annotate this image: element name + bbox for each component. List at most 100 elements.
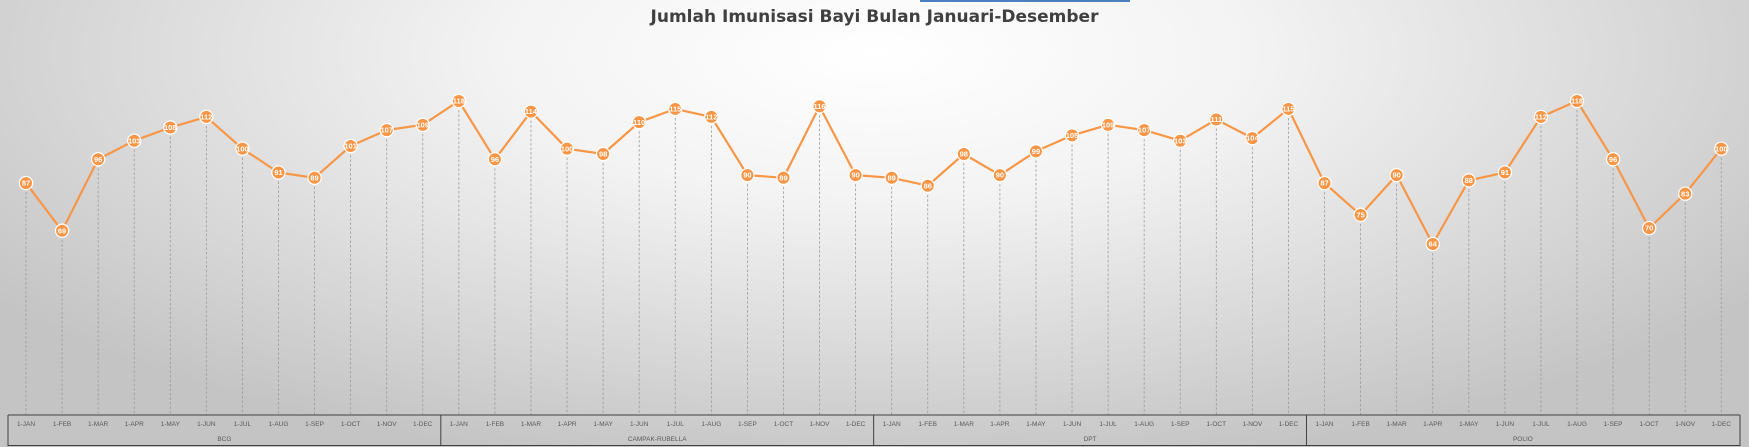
x-tick-label: 1-FEB <box>486 421 504 428</box>
x-tick-label: 1-MAR <box>521 421 542 428</box>
data-label: 98 <box>960 150 968 159</box>
data-point <box>1605 152 1621 167</box>
data-point <box>1678 186 1693 201</box>
data-point <box>1281 101 1296 117</box>
data-label: 96 <box>94 155 102 164</box>
data-point <box>379 122 394 138</box>
data-point <box>1353 207 1368 223</box>
x-tick-label: 1-OCT <box>1639 421 1659 428</box>
data-point <box>54 223 70 238</box>
x-tick-label: 1-SEP <box>305 421 324 428</box>
data-point <box>992 167 1008 183</box>
x-tick-label: 1-FEB <box>53 421 71 428</box>
group-label: BCG <box>217 436 231 443</box>
x-tick-label: 1-OCT <box>1207 421 1227 428</box>
data-point <box>1245 130 1260 146</box>
x-tick-label: 1-MAR <box>954 421 975 428</box>
data-point <box>704 109 719 125</box>
x-tick-label: 1-FEB <box>919 421 937 428</box>
x-tick-label: 1-JUL <box>1532 421 1550 428</box>
x-tick-label: 1-NOV <box>377 421 398 428</box>
data-label: 103 <box>1174 136 1187 145</box>
data-label: 116 <box>813 102 825 111</box>
x-tick-label: 1-JUN <box>1063 421 1082 428</box>
x-tick-label: 1-MAY <box>593 421 613 428</box>
x-tick-label: 1-MAY <box>1459 421 1479 428</box>
data-point <box>956 146 972 162</box>
data-point <box>90 152 106 167</box>
x-tick-label: 1-OCT <box>774 421 794 428</box>
data-label: 101 <box>344 142 357 151</box>
x-tick-label: 1-MAY <box>161 421 181 428</box>
data-point <box>884 170 899 185</box>
data-label: 70 <box>1645 224 1653 233</box>
x-tick-label: 1-SEP <box>738 421 757 428</box>
data-label: 86 <box>924 181 932 190</box>
data-label: 87 <box>1320 179 1328 188</box>
data-point <box>1173 133 1188 148</box>
x-tick-label: 1-AUG <box>1134 421 1154 428</box>
data-label: 89 <box>779 173 787 182</box>
data-point <box>1569 93 1585 109</box>
data-label: 112 <box>200 112 212 121</box>
x-tick-label: 1-APR <box>1423 421 1442 428</box>
x-tick-label: 1-JUL <box>234 421 252 428</box>
data-point <box>1461 173 1477 188</box>
data-point <box>668 101 683 117</box>
x-tick-label: 1-MAY <box>1026 421 1046 428</box>
x-tick-label: 1-JAN <box>1315 421 1333 428</box>
data-point <box>1533 109 1549 125</box>
data-label: 118 <box>453 97 465 106</box>
data-label: 111 <box>1210 115 1222 124</box>
x-tick-label: 1-JAN <box>450 421 468 428</box>
data-label: 115 <box>669 105 681 114</box>
data-label: 91 <box>274 168 282 177</box>
x-tick-label: 1-JUL <box>667 421 685 428</box>
data-point <box>1641 220 1657 236</box>
data-label: 107 <box>1138 126 1151 135</box>
data-point <box>1136 122 1152 138</box>
data-point <box>1317 175 1332 191</box>
data-label: 108 <box>164 123 177 132</box>
data-label: 96 <box>1609 155 1617 164</box>
x-tick-label: 1-NOV <box>1675 421 1696 428</box>
data-label: 104 <box>1246 134 1259 143</box>
data-label: 90 <box>743 171 751 180</box>
data-point <box>812 99 827 114</box>
data-point <box>848 167 863 183</box>
data-point <box>18 175 34 191</box>
data-point <box>163 120 178 135</box>
x-tick-label: 1-MAR <box>88 421 109 428</box>
data-point <box>1209 112 1224 127</box>
data-point <box>1389 167 1404 183</box>
chart-title: Jumlah Imunisasi Bayi Bulan Januari-Dese… <box>650 7 1099 27</box>
x-tick-label: 1-AUG <box>1567 421 1587 428</box>
data-point <box>1064 128 1080 143</box>
data-point <box>740 167 755 183</box>
x-tick-label: 1-NOV <box>1242 421 1263 428</box>
x-tick-label: 1-SEP <box>1171 421 1190 428</box>
data-label: 100 <box>561 144 574 153</box>
data-label: 118 <box>1571 97 1583 106</box>
data-label: 69 <box>58 226 66 235</box>
data-point <box>271 165 286 180</box>
data-label: 90 <box>1392 171 1400 180</box>
data-label: 98 <box>599 150 607 159</box>
x-tick-label: 1-APR <box>990 421 1009 428</box>
data-label: 115 <box>1282 105 1294 114</box>
data-point <box>127 133 142 148</box>
data-point <box>199 109 214 125</box>
data-point <box>1100 117 1116 133</box>
x-tick-label: 1-AUG <box>269 421 289 428</box>
group-label: DPT <box>1084 436 1097 443</box>
data-point <box>487 152 503 167</box>
x-tick-label: 1-JUN <box>197 421 216 428</box>
data-label: 105 <box>1066 131 1079 140</box>
data-label: 109 <box>1102 120 1115 129</box>
x-tick-label: 1-AUG <box>701 421 721 428</box>
data-label: 109 <box>417 120 430 129</box>
data-point <box>631 114 647 130</box>
data-label: 89 <box>310 173 318 182</box>
